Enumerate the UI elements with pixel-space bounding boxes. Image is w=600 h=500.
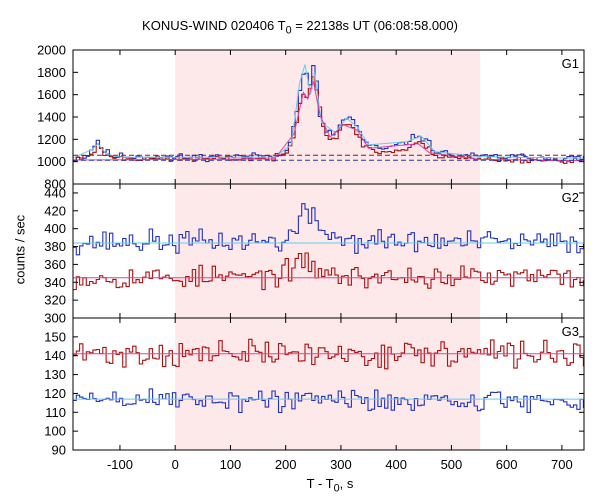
y-tick-label-g2: 320 [44,293,66,308]
y-tick-label-g2: 440 [44,185,66,200]
y-tick-label-g1: 1200 [37,132,66,147]
chart-title-text: KONUS-WIND 020406 T [142,18,286,33]
y-tick-label-g3: 130 [44,367,66,382]
panel-label-g1: G1 [562,56,579,71]
y-axis-label: counts / sec [12,214,28,285]
panel-label-g2: G2 [562,190,579,205]
highlight-interval [175,50,481,450]
y-tick-label-g2: 380 [44,239,66,254]
x-axis-label-subscript: 0 [333,482,340,495]
series-g1-cyan-2 [72,64,585,159]
x-tick-label: 100 [220,457,242,472]
x-tick-label: 200 [275,457,297,472]
x-tick-label: 300 [330,457,352,472]
y-tick-label-g1: 800 [44,177,66,192]
y-tick-label-g2: 340 [44,275,66,290]
series-g1-magenta-3 [72,81,585,162]
x-tick-label: 500 [441,457,463,472]
x-axis-label-text: T - T [306,476,334,491]
y-tick-label-g2: 420 [44,203,66,218]
series-g3-red-0 [73,338,584,370]
chart-title-rest: = 22138s UT (06:08:58.000) [291,18,458,33]
panel-label-g3: G3 [562,324,579,339]
y-tick-label-g3: 150 [44,329,66,344]
chart-title-subscript: 0 [285,24,292,37]
y-tick-label-g1: 1000 [37,154,66,169]
y-tick-label-g2: 360 [44,257,66,272]
y-tick-label-g1: 1400 [37,110,66,125]
y-tick-label-g3: 90 [52,443,66,458]
x-tick-label: -100 [107,457,133,472]
x-axis-label-rest: , s [339,476,354,491]
x-tick-label: 0 [172,457,179,472]
panel-frame-g3 [72,317,585,451]
y-tick-label-g3: 140 [44,348,66,363]
y-tick-label-g3: 100 [44,424,66,439]
y-tick-label-g3: 110 [45,405,66,420]
series-g2-red-1 [73,252,584,291]
chart-title: KONUS-WIND 020406 T0 = 22138s UT (06:08:… [0,18,600,37]
y-tick-label-g3: 120 [44,386,66,401]
y-tick-label-g2: 300 [44,311,66,326]
y-tick-label-g1: 2000 [37,43,66,58]
y-tick-label-g1: 1800 [37,65,66,80]
x-tick-label: 700 [551,457,573,472]
y-tick-label-g2: 400 [44,221,66,236]
x-tick-label: 600 [496,457,518,472]
x-axis-label: T - T0, s [0,476,600,495]
y-tick-label-g1: 1600 [37,87,66,102]
x-tick-label: 400 [385,457,407,472]
